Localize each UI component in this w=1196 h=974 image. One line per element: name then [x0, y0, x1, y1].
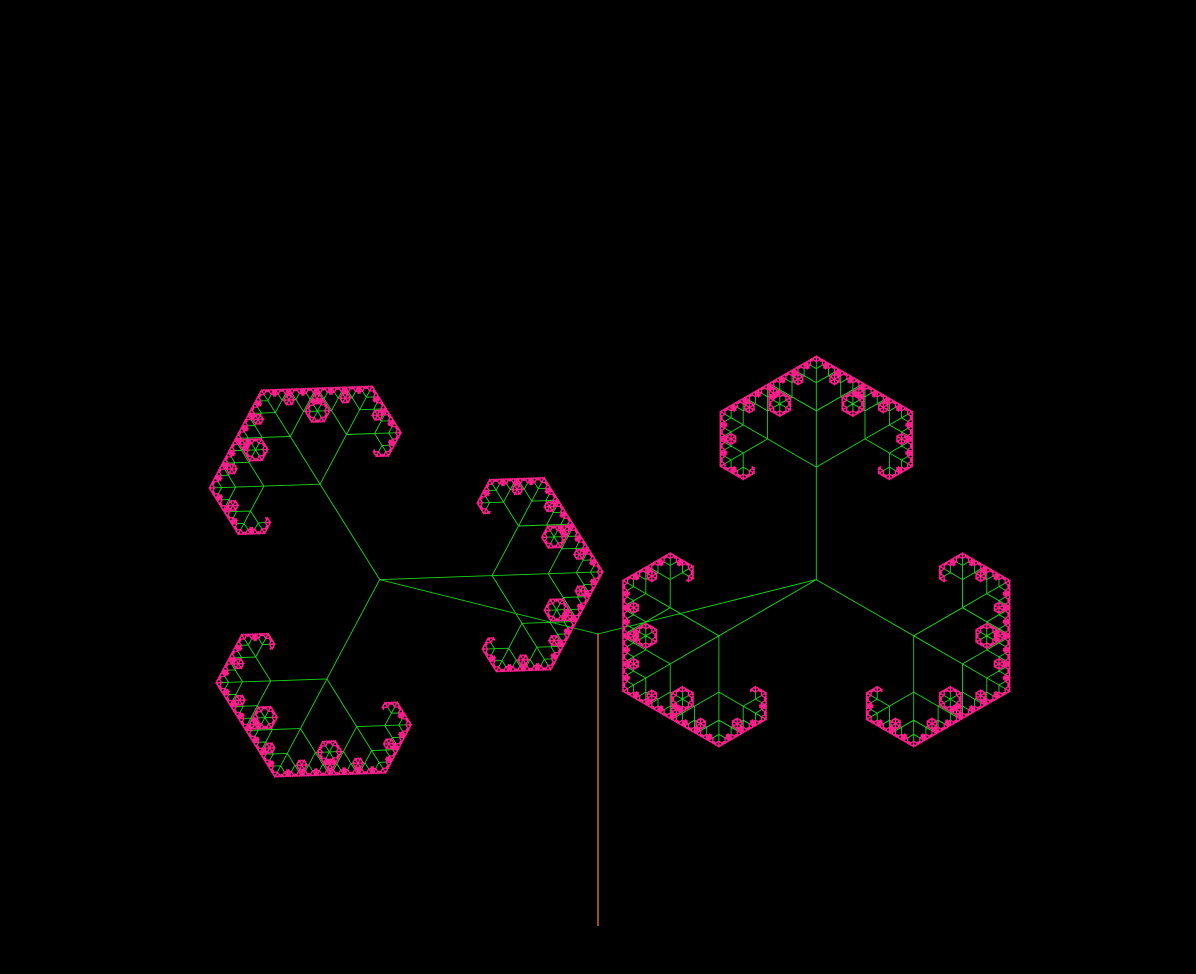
- leaf-segments: [208, 355, 1011, 778]
- branch-segments: [214, 361, 1006, 773]
- leaf-layer: [208, 355, 1011, 778]
- branch-layer: [214, 361, 1006, 773]
